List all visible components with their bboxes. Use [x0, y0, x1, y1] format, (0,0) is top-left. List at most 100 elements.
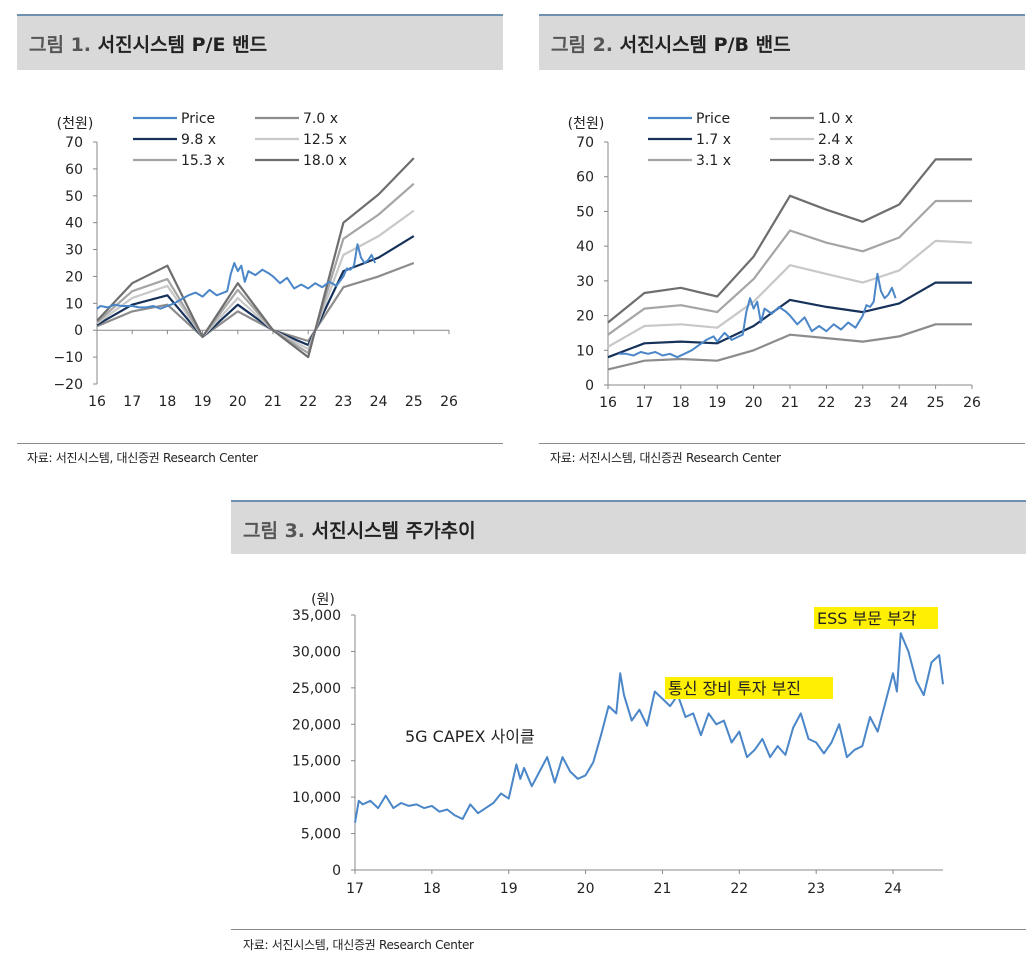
series-line-17x [607, 281, 972, 359]
x-tick-label: 21 [654, 881, 672, 897]
series-line-70x [96, 261, 415, 343]
y-tick-label: −20 [53, 377, 83, 393]
annotation-label: ESS 부문 부각 [817, 609, 917, 628]
x-tick-label: 22 [817, 395, 835, 411]
y-tick-label: 20,000 [292, 717, 341, 733]
fig1-header: 그림 1. 서진시스템 P/E 밴드 [17, 14, 503, 70]
x-tick-label: 22 [299, 394, 317, 410]
x-tick-label: 19 [708, 395, 726, 411]
y-tick-label: 25,000 [292, 681, 341, 697]
y-tick-label: 40 [576, 239, 594, 255]
series-line-24x [607, 239, 973, 348]
fig2-source: 자료: 서진시스템, 대신증권 Research Center [550, 451, 781, 465]
y-tick-label: −10 [53, 350, 83, 366]
x-tick-label: 18 [158, 394, 176, 410]
x-tick-label: 20 [745, 395, 763, 411]
y-tick-label: 30,000 [292, 644, 341, 660]
y-tick-label: 15,000 [292, 754, 341, 770]
y-tick-label: 35,000 [292, 608, 341, 624]
legend-label: 1.0 x [818, 111, 853, 127]
x-tick-label: 19 [194, 394, 212, 410]
series-line-98x [96, 235, 415, 347]
series-line-31x [607, 199, 972, 336]
unit-label: (천원) [57, 116, 94, 132]
y-tick-label: 30 [65, 243, 83, 259]
legend-label: 9.8 x [181, 132, 216, 148]
y-tick-label: 5,000 [301, 827, 341, 843]
x-tick-label: 18 [423, 881, 441, 897]
y-tick-label: 70 [576, 135, 594, 151]
x-tick-label: 22 [730, 881, 748, 897]
y-tick-label: 70 [65, 135, 83, 151]
x-tick-label: 19 [500, 881, 518, 897]
series-line-Price [618, 272, 897, 359]
y-tick-label: 40 [65, 216, 83, 232]
x-tick-label: 17 [635, 395, 653, 411]
annotation-label: 통신 장비 투자 부진 [668, 679, 801, 698]
legend-label: 12.5 x [303, 132, 347, 148]
y-tick-label: 10,000 [292, 790, 341, 806]
x-tick-label: 21 [264, 394, 282, 410]
legend-label: 18.0 x [303, 153, 347, 169]
y-tick-label: 60 [576, 170, 594, 186]
pb-band-chart: 0 10 20 30 40 50 60 70 16 17 18 19 20 21 22 23 24 25 26 (천원… [568, 111, 981, 411]
x-tick-label: 23 [807, 881, 825, 897]
series-line-125x [96, 209, 415, 351]
y-tick-label: 20 [65, 269, 83, 285]
x-tick-label: 20 [577, 881, 595, 897]
series-line-10x [607, 323, 972, 371]
fig2-header: 그림 2. 서진시스템 P/B 밴드 [539, 14, 1025, 70]
series-line-180x [96, 157, 415, 359]
legend-label: 2.4 x [818, 132, 853, 148]
y-tick-label: 50 [65, 189, 83, 205]
fig1-source: 자료: 서진시스템, 대신증권 Research Center [27, 451, 258, 465]
x-tick-label: 25 [405, 394, 423, 410]
fig3-title: 그림 3. 서진시스템 주가추이 [243, 520, 476, 542]
x-tick-label: 17 [123, 394, 141, 410]
y-tick-label: 30 [576, 274, 594, 290]
series-line-38x [607, 158, 972, 324]
x-tick-label: 17 [346, 881, 364, 897]
x-tick-label: 23 [854, 395, 872, 411]
annotation-label: 5G CAPEX 사이클 [405, 727, 535, 746]
y-tick-label: 0 [332, 863, 341, 879]
x-tick-label: 26 [440, 394, 458, 410]
series-line-Price [96, 243, 377, 310]
unit-label: (원) [311, 592, 335, 608]
fig3-header: 그림 3. 서진시스템 주가추이 [231, 500, 1026, 554]
y-tick-label: 20 [576, 309, 594, 325]
x-tick-label: 20 [229, 394, 247, 410]
unit-label: (천원) [568, 116, 605, 132]
fig1-title: 그림 1. 서진시스템 P/E 밴드 [29, 34, 268, 56]
legend-label: 3.8 x [818, 153, 853, 169]
y-tick-label: 0 [585, 378, 594, 394]
y-tick-label: 10 [576, 343, 594, 359]
legend-label: 3.1 x [696, 153, 731, 169]
x-tick-label: 21 [781, 395, 799, 411]
fig1-source-rule [17, 443, 503, 444]
annotation-highlight [814, 607, 938, 629]
fig2-source-rule [539, 443, 1025, 444]
y-tick-label: 0 [74, 323, 83, 339]
x-tick-label: 24 [890, 395, 908, 411]
annotation-highlight [665, 677, 833, 699]
x-tick-label: 24 [884, 881, 902, 897]
x-tick-label: 26 [963, 395, 981, 411]
price-trend-chart: 0 5,000 10,000 15,000 20,000 25,000 30,000 35,0… [292, 592, 944, 897]
fig2-title: 그림 2. 서진시스템 P/B 밴드 [551, 34, 791, 56]
legend-label: 7.0 x [303, 111, 338, 127]
legend-label: Price [696, 111, 730, 127]
legend-label: Price [181, 111, 215, 127]
series-line-153x [96, 182, 415, 355]
x-tick-label: 25 [927, 395, 945, 411]
y-tick-label: 50 [576, 204, 594, 220]
x-tick-label: 18 [672, 395, 690, 411]
fig3-source-rule [231, 929, 1026, 930]
x-tick-label: 16 [88, 394, 106, 410]
x-tick-label: 24 [370, 394, 388, 410]
x-tick-label: 16 [599, 395, 617, 411]
legend-label: 15.3 x [181, 153, 225, 169]
y-tick-label: 10 [65, 296, 83, 312]
fig3-source: 자료: 서진시스템, 대신증권 Research Center [243, 938, 474, 952]
pe-band-chart: −20 −10 0 10 20 30 40 50 60 70 16 17 18 19 20 21 22 23 24 2… [53, 111, 458, 410]
